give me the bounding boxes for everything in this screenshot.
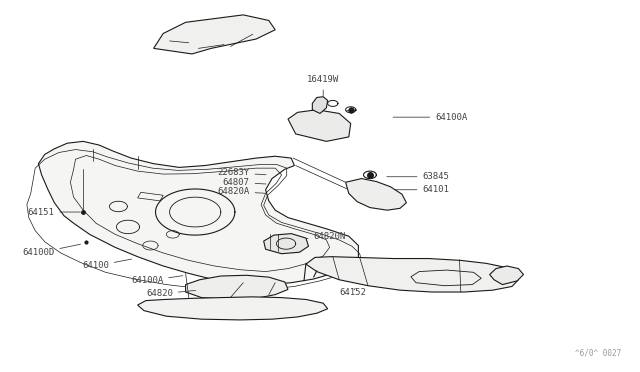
Text: 22683Y: 22683Y [218,169,266,177]
Polygon shape [138,297,328,320]
Text: 64807: 64807 [223,178,266,187]
Text: 63845: 63845 [387,172,449,181]
Text: 64100A: 64100A [393,113,467,122]
Text: 64820: 64820 [146,289,196,298]
Text: 64820N: 64820N [297,232,346,241]
Text: 64151: 64151 [28,208,81,217]
Text: 64100D: 64100D [22,244,81,257]
Text: 64100: 64100 [82,259,132,270]
Text: 16419W: 16419W [307,76,339,96]
Polygon shape [490,266,524,285]
Text: 64152: 64152 [339,288,366,296]
Polygon shape [306,257,518,292]
Polygon shape [38,141,358,285]
Text: 64100A: 64100A [131,276,183,285]
Polygon shape [154,15,275,54]
Polygon shape [288,110,351,141]
Text: 64101: 64101 [387,185,449,194]
Polygon shape [346,179,406,210]
Polygon shape [186,275,288,299]
Polygon shape [264,234,308,254]
Text: ^6/0^ 0027: ^6/0^ 0027 [575,348,621,357]
Polygon shape [312,97,328,113]
Text: 64820A: 64820A [218,187,266,196]
